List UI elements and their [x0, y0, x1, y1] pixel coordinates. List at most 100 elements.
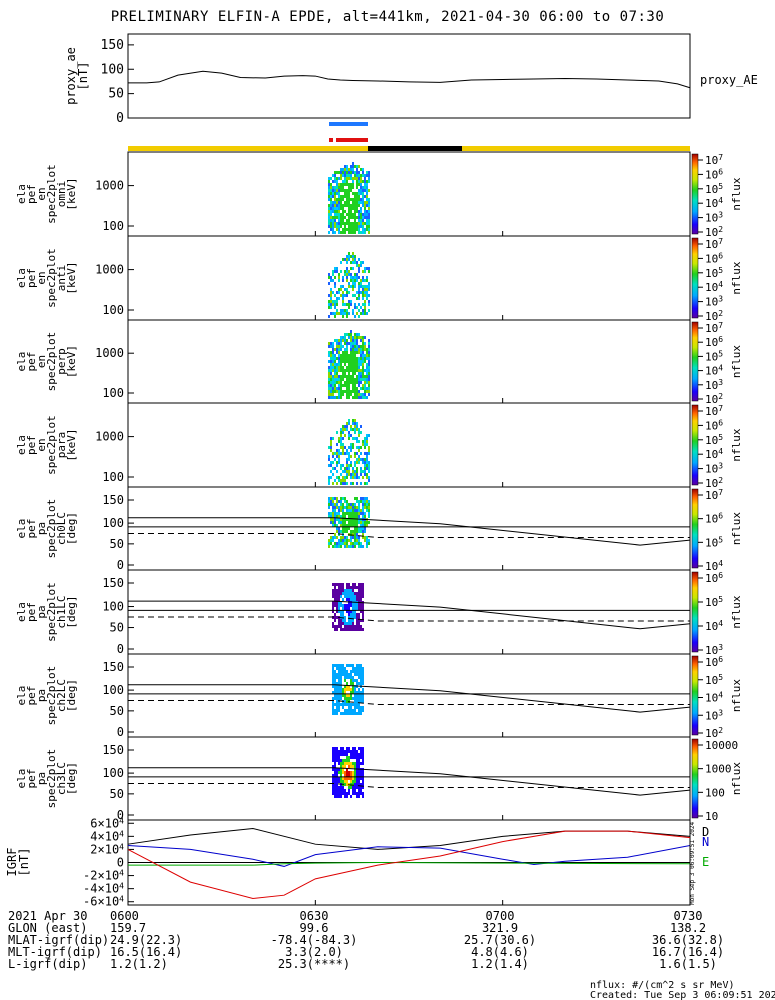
- spectrogram-pixel: [350, 443, 352, 446]
- spectrogram-pixel: [350, 682, 352, 685]
- spectrogram-pixel: [358, 706, 360, 709]
- spectrogram-pixel: [342, 425, 344, 428]
- spectrogram-pixel: [330, 381, 332, 384]
- spectrogram-pixel: [340, 360, 342, 363]
- spectrogram-pixel: [346, 276, 348, 279]
- spectrogram-pixel: [338, 201, 340, 204]
- spectrogram-pixel: [356, 539, 358, 542]
- spectrogram-pixel: [350, 333, 352, 336]
- spectrogram-pixel: [354, 604, 356, 607]
- spectrogram-pixel: [354, 378, 356, 381]
- spectrogram-pixel: [362, 366, 364, 369]
- spectrogram-pixel: [338, 792, 340, 795]
- spectrogram-pixel: [338, 354, 340, 357]
- spectrogram-pixel: [332, 545, 334, 548]
- spectrogram-pixel: [366, 375, 368, 378]
- spectrogram-pixel: [332, 192, 334, 195]
- spectrogram-pixel: [358, 449, 360, 452]
- spectrogram-pixel: [334, 795, 336, 798]
- spectrogram-pixel: [354, 607, 356, 610]
- spectrogram-pixel: [350, 688, 352, 691]
- spectrogram-pixel: [356, 750, 358, 753]
- spectrogram-pixel: [348, 366, 350, 369]
- spectrogram-pixel: [358, 360, 360, 363]
- spectrogram-pixel: [340, 542, 342, 545]
- spectrogram-pixel: [346, 348, 348, 351]
- spectrogram-pixel: [340, 396, 342, 399]
- spectrogram-ylabel: elapefenspec2plotpara[keV]: [15, 415, 78, 475]
- spectrogram-pixel: [352, 688, 354, 691]
- spectrogram-pixel: [364, 384, 366, 387]
- spectrogram-pixel: [334, 765, 336, 768]
- spectrogram-pixel: [362, 225, 364, 228]
- colorbar-tick-label: 104: [705, 447, 723, 461]
- spectrogram-pixel: [350, 628, 352, 631]
- spectrogram-pixel: [360, 360, 362, 363]
- spectrogram-pixel: [340, 219, 342, 222]
- spectrogram-pixel: [338, 664, 340, 667]
- spectrogram-pixel: [352, 482, 354, 485]
- spectrogram-pixel: [346, 625, 348, 628]
- spectrogram-pixel: [352, 771, 354, 774]
- spectrogram-pixel: [336, 390, 338, 393]
- spectrogram-pixel: [350, 473, 352, 476]
- spectrogram-pixel: [366, 288, 368, 291]
- spectrogram-pixel: [366, 437, 368, 440]
- spectrogram-pixel: [344, 195, 346, 198]
- spectrogram-pixel: [360, 372, 362, 375]
- spectrogram-pixel: [334, 777, 336, 780]
- spectrogram-pixel: [344, 357, 346, 360]
- spectrogram-pixel: [342, 777, 344, 780]
- spectrogram-pixel: [346, 506, 348, 509]
- spectrogram-pixel: [340, 619, 342, 622]
- spectrogram-pixel: [366, 390, 368, 393]
- spectrogram-pixel: [362, 357, 364, 360]
- colorbar-tick-label: 104: [705, 280, 723, 294]
- spectrogram-pixel: [360, 783, 362, 786]
- spectrogram-pixel: [366, 461, 368, 464]
- spectrogram-pixel: [352, 186, 354, 189]
- spectrogram-pixel: [352, 533, 354, 536]
- spectrogram-pixel: [352, 789, 354, 792]
- spectrogram-pixel: [344, 676, 346, 679]
- spectrogram-pixel: [338, 586, 340, 589]
- spectrogram-pixel: [358, 396, 360, 399]
- spectrogram-pixel: [348, 467, 350, 470]
- spectrogram-pixel: [342, 189, 344, 192]
- spectrogram-pixel: [338, 216, 340, 219]
- spectrogram-pixel: [336, 366, 338, 369]
- spectrogram-pixel: [340, 479, 342, 482]
- colorbar-tick-label: 106: [705, 571, 723, 585]
- spectrogram-pixel: [342, 688, 344, 691]
- spectrogram-pixel: [356, 792, 358, 795]
- spectrogram-pixel: [362, 440, 364, 443]
- spectrogram-pixel: [336, 625, 338, 628]
- spectrogram-pixel: [334, 697, 336, 700]
- spectrogram-pixel: [350, 673, 352, 676]
- spectrogram-pixel: [348, 685, 350, 688]
- spectrogram-pixel: [362, 186, 364, 189]
- spectrogram-pixel: [346, 595, 348, 598]
- spectrogram-pixel: [360, 709, 362, 712]
- spectrogram-pixel: [334, 315, 336, 318]
- spectrogram-pixel: [368, 372, 370, 375]
- spectrogram-pixel: [346, 180, 348, 183]
- spectrogram-pixel: [344, 342, 346, 345]
- spectrogram-pixel: [342, 482, 344, 485]
- spectrogram-pixel: [342, 712, 344, 715]
- spectrogram-pixel: [344, 210, 346, 213]
- spectrogram-pixel: [356, 273, 358, 276]
- spectrogram-pixel: [338, 219, 340, 222]
- spectrogram-pixel: [360, 189, 362, 192]
- spectrogram-pixel: [340, 670, 342, 673]
- spectrogram-pixel: [332, 500, 334, 503]
- spectrogram-pixel: [362, 228, 364, 231]
- spectrogram-pixel: [344, 700, 346, 703]
- spectrogram-pixel: [352, 515, 354, 518]
- spectrogram-pixel: [366, 222, 368, 225]
- spectrogram-pixel: [342, 583, 344, 586]
- spectrogram-pixel: [334, 378, 336, 381]
- spectrogram-pixel: [334, 595, 336, 598]
- spectrogram-pixel: [368, 378, 370, 381]
- spectrogram-pixel: [358, 461, 360, 464]
